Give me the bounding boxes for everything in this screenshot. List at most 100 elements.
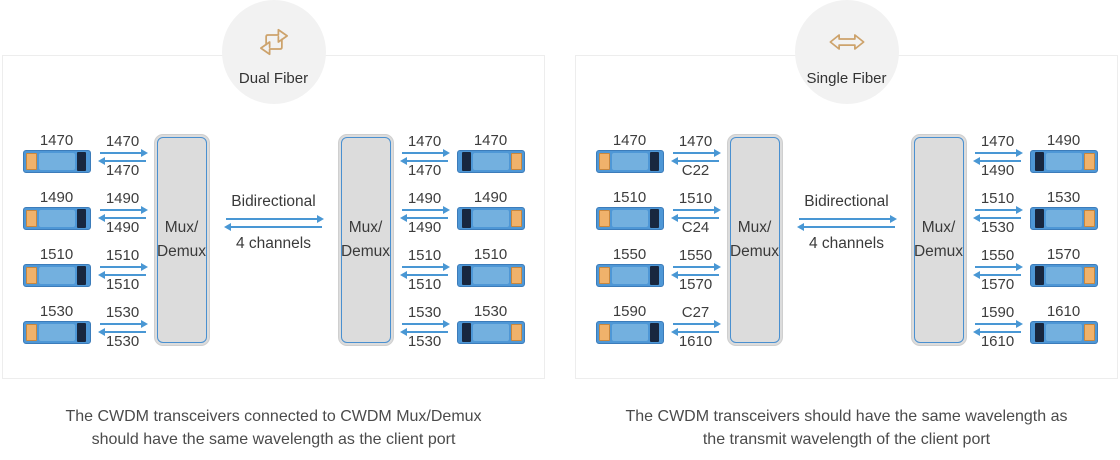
transceiver-plug [649,322,659,342]
transceiver-latch [598,209,610,227]
tx-arrow-icon [974,208,1021,211]
tx-arrow-icon [99,322,146,325]
mux-demux-box: Mux/ Demux [337,134,394,346]
transceiver-latch [1083,152,1095,170]
wavelength-link: 1510 1510 [98,246,148,293]
client-transceiver: 1530 [22,303,92,344]
tx-arrow-icon [672,208,719,211]
transceiver-wavelength-label: 1530 [1046,188,1081,206]
transceiver-body [472,209,509,227]
transceiver-module-icon [595,263,664,287]
client-transceiver: 1510 [595,189,665,230]
wavelength-link: 1510 C24 [671,189,721,236]
rx-wavelength-label: 1490 [407,218,442,236]
rx-arrow-icon [672,273,719,276]
transceiver-wavelength-label: 1510 [612,188,647,206]
tx-arrow-icon [672,265,719,268]
rx-arrow-icon [401,159,448,162]
transceiver-wavelength-label: 1490 [473,188,508,206]
mux-label-line2: Demux [340,243,391,260]
transceiver-latch [1083,209,1095,227]
client-transceiver: 1510 [456,246,526,287]
transceiver-latch [1083,266,1095,284]
client-transceiver: 1470 [22,132,92,173]
rx-arrow-icon [99,330,146,333]
transceiver-plug [461,208,471,228]
rx-wavelength-label: C22 [681,161,710,179]
transceiver-wavelength-label: 1470 [473,131,508,149]
transceiver-body [1045,323,1082,341]
transceiver-wavelength-label: 1470 [612,131,647,149]
tx-wavelength-label: 1550 [980,246,1015,264]
client-transceiver: 1590 [595,303,665,344]
trunk-link: Bidirectional 4 channels [795,193,899,253]
dual-fiber-section: Dual Fiber 1470 1470 1470 1490 1490 1490 1510 1… [2,0,545,451]
transceiver-latch [25,152,37,170]
transceiver-latch [25,266,37,284]
transceiver-body [611,323,648,341]
transceiver-body [1045,152,1082,170]
transceiver-module-icon [1029,320,1098,344]
client-transceiver: 1470 [456,132,526,173]
transceiver-module-icon [22,149,91,173]
tx-wavelength-label: 1510 [407,246,442,264]
rx-wavelength-label: 1510 [105,275,140,293]
rx-arrow-icon [401,216,448,219]
transceiver-wavelength-label: 1550 [612,245,647,263]
wavelength-link: 1510 1530 [973,189,1023,236]
tx-wavelength-label: 1470 [678,132,713,150]
rx-wavelength-label: 1490 [980,161,1015,179]
transceiver-plug [1034,208,1044,228]
transceiver-wavelength-label: 1510 [39,245,74,263]
transceiver-plug [76,151,86,171]
trunk-label-bottom: 4 channels [809,235,884,252]
tx-arrow-icon [99,208,146,211]
transceiver-module-icon [456,263,525,287]
transceiver-module-icon [456,320,525,344]
client-transceiver: 1490 [456,189,526,230]
mux-label-line1: Mux/ [164,218,199,236]
transceiver-wavelength-label: 1490 [39,188,74,206]
tx-wavelength-label: C27 [681,303,710,321]
transceiver-module-icon [1029,206,1098,230]
mux-demux-box: Mux/ Demux [153,134,210,346]
tx-wavelength-label: 1510 [678,189,713,207]
left-client-column: 1470 1470 1470 1490 1490 1490 1510 1510 1510 1530… [22,132,148,349]
trunk-arrow-left-icon [225,226,322,228]
transceiver-plug [1034,265,1044,285]
rx-wavelength-label: 1530 [105,332,140,350]
transceiver-latch [510,209,522,227]
rx-arrow-icon [401,273,448,276]
trunk-label-top: Bidirectional [804,193,889,210]
trunk-label-bottom: 4 channels [236,235,311,252]
transceiver-module-icon [22,206,91,230]
transceiver-plug [649,151,659,171]
client-row: 1510 1510 1510 [22,246,148,292]
tx-wavelength-label: 1590 [980,303,1015,321]
tx-arrow-icon [672,322,719,325]
transceiver-latch [510,323,522,341]
client-row: 1490 1490 1490 [400,189,526,235]
transceiver-wavelength-label: 1490 [1046,131,1081,149]
tx-arrow-icon [974,265,1021,268]
wavelength-link: 1530 1530 [98,303,148,350]
transceiver-body [472,323,509,341]
rx-arrow-icon [672,216,719,219]
wavelength-link: C27 1610 [671,303,721,350]
client-row: 1590 C27 1610 [595,303,721,349]
tx-wavelength-label: 1550 [678,246,713,264]
tx-wavelength-label: 1470 [980,132,1015,150]
transceiver-module-icon [1029,149,1098,173]
single-fiber-badge: Single Fiber [794,0,899,104]
transceiver-wavelength-label: 1470 [39,131,74,149]
transceiver-plug [76,322,86,342]
client-row: 1550 1550 1570 [595,246,721,292]
tx-wavelength-label: 1470 [407,132,442,150]
tx-wavelength-label: 1490 [407,189,442,207]
tx-arrow-icon [401,265,448,268]
client-row: 1530 1530 1530 [400,303,526,349]
client-transceiver: 1530 [1029,189,1099,230]
rx-arrow-icon [672,159,719,162]
wavelength-link: 1490 1490 [98,189,148,236]
wavelength-link: 1470 C22 [671,132,721,179]
